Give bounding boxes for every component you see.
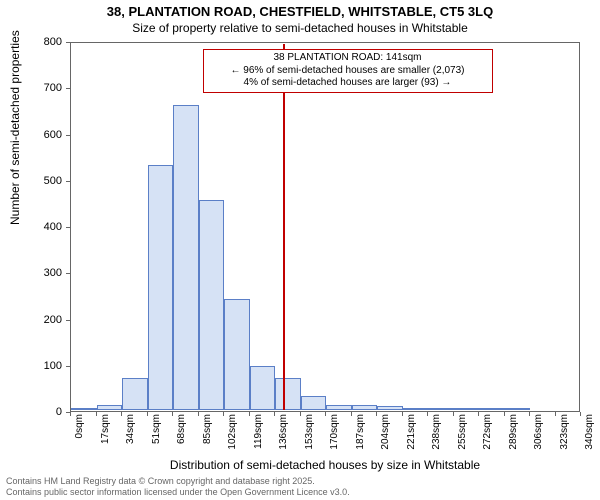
y-tick-mark (66, 273, 70, 274)
x-tick-mark (325, 412, 326, 416)
x-tick-mark (376, 412, 377, 416)
x-tick-label: 85sqm (202, 414, 213, 444)
x-tick-mark (147, 412, 148, 416)
y-tick-label: 0 (32, 406, 62, 418)
x-tick-label: 238sqm (431, 414, 442, 450)
histogram-bar (428, 408, 454, 410)
histogram-bar (148, 165, 174, 410)
y-tick-label: 600 (32, 129, 62, 141)
x-tick-mark (478, 412, 479, 416)
x-tick-label: 68sqm (176, 414, 187, 444)
x-tick-mark (555, 412, 556, 416)
x-tick-mark (70, 412, 71, 416)
x-tick-label: 136sqm (278, 414, 289, 450)
annot-line-2: ← 96% of semi-detached houses are smalle… (208, 65, 488, 78)
x-tick-mark (198, 412, 199, 416)
y-tick-label: 100 (32, 360, 62, 372)
x-tick-label: 34sqm (125, 414, 136, 444)
histogram-bar (479, 408, 505, 410)
histogram-bar (122, 378, 148, 410)
footer-line-1: Contains HM Land Registry data © Crown c… (6, 476, 350, 487)
x-tick-label: 17sqm (100, 414, 111, 444)
x-tick-label: 306sqm (533, 414, 544, 450)
x-tick-mark (351, 412, 352, 416)
plot-area: 38 PLANTATION ROAD: 141sqm← 96% of semi-… (70, 42, 580, 412)
footer-line-2: Contains public sector information licen… (6, 487, 350, 498)
histogram-bar (173, 105, 199, 410)
chart-container: 38, PLANTATION ROAD, CHESTFIELD, WHITSTA… (0, 0, 600, 500)
x-tick-mark (529, 412, 530, 416)
x-tick-label: 204sqm (380, 414, 391, 450)
annot-line-1: 38 PLANTATION ROAD: 141sqm (208, 52, 488, 65)
histogram-bar (352, 405, 378, 410)
histogram-bar (301, 396, 327, 410)
y-tick-label: 700 (32, 82, 62, 94)
chart-subtitle: Size of property relative to semi-detach… (0, 21, 600, 35)
x-tick-label: 323sqm (559, 414, 570, 450)
y-tick-label: 200 (32, 314, 62, 326)
x-tick-mark (300, 412, 301, 416)
x-tick-mark (453, 412, 454, 416)
x-tick-mark (504, 412, 505, 416)
x-tick-label: 255sqm (457, 414, 468, 450)
histogram-bar (377, 406, 403, 410)
x-tick-label: 51sqm (151, 414, 162, 444)
x-tick-mark (172, 412, 173, 416)
histogram-bar (275, 378, 301, 410)
y-tick-label: 300 (32, 267, 62, 279)
y-tick-label: 500 (32, 175, 62, 187)
x-tick-mark (121, 412, 122, 416)
y-tick-mark (66, 181, 70, 182)
y-tick-mark (66, 135, 70, 136)
histogram-bar (326, 405, 352, 410)
x-tick-label: 102sqm (227, 414, 238, 450)
x-axis-label: Distribution of semi-detached houses by … (70, 458, 580, 472)
y-tick-mark (66, 42, 70, 43)
x-tick-label: 153sqm (304, 414, 315, 450)
y-tick-mark (66, 227, 70, 228)
x-tick-label: 272sqm (482, 414, 493, 450)
x-tick-label: 289sqm (508, 414, 519, 450)
y-tick-mark (66, 88, 70, 89)
histogram-bar (199, 200, 225, 410)
x-tick-label: 0sqm (74, 414, 85, 438)
x-tick-label: 170sqm (329, 414, 340, 450)
x-tick-label: 187sqm (355, 414, 366, 450)
x-tick-label: 221sqm (406, 414, 417, 450)
annotation-box: 38 PLANTATION ROAD: 141sqm← 96% of semi-… (203, 49, 493, 93)
y-tick-mark (66, 366, 70, 367)
plot-box: 38 PLANTATION ROAD: 141sqm← 96% of semi-… (70, 42, 580, 412)
annot-line-3: 4% of semi-detached houses are larger (9… (208, 77, 488, 90)
x-tick-label: 340sqm (584, 414, 595, 450)
x-tick-mark (427, 412, 428, 416)
x-tick-label: 119sqm (253, 414, 264, 449)
x-tick-mark (402, 412, 403, 416)
histogram-bar (71, 408, 97, 410)
chart-title: 38, PLANTATION ROAD, CHESTFIELD, WHITSTA… (0, 0, 600, 21)
footer-text: Contains HM Land Registry data © Crown c… (6, 476, 350, 498)
histogram-bar (505, 408, 531, 410)
y-axis-label: Number of semi-detached properties (8, 30, 22, 225)
property-marker-line (283, 44, 285, 410)
y-tick-mark (66, 320, 70, 321)
y-tick-label: 800 (32, 36, 62, 48)
x-tick-mark (96, 412, 97, 416)
x-tick-mark (223, 412, 224, 416)
x-tick-mark (580, 412, 581, 416)
histogram-bar (403, 408, 429, 410)
x-tick-mark (274, 412, 275, 416)
histogram-bar (224, 299, 250, 410)
histogram-bar (454, 408, 480, 410)
x-tick-mark (249, 412, 250, 416)
histogram-bar (250, 366, 276, 410)
y-tick-label: 400 (32, 221, 62, 233)
histogram-bar (97, 405, 123, 410)
